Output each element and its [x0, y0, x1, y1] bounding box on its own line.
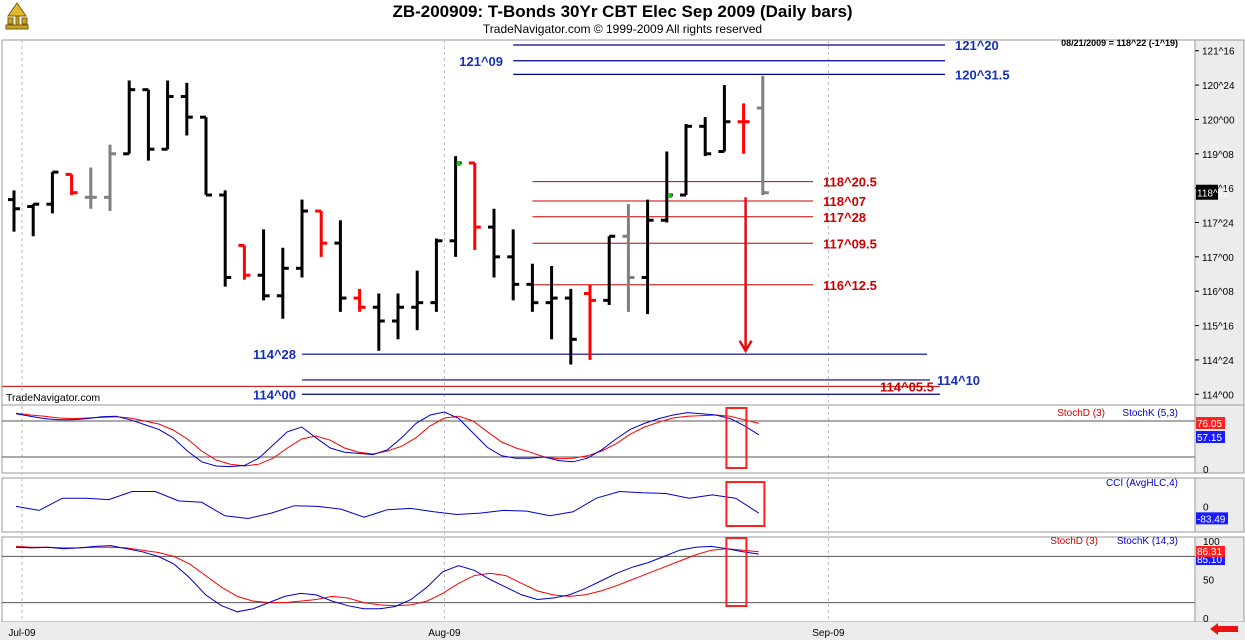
stoch2-d-title: StochD (3)	[1050, 536, 1098, 547]
x-tick-label: Jul-09	[8, 628, 36, 639]
y-tick-label: 119^08	[1202, 150, 1234, 161]
chart-title: ZB-200909: T-Bonds 30Yr CBT Elec Sep 200…	[392, 2, 853, 21]
stoch1-k-line	[15, 411, 760, 468]
time-axis-background	[0, 622, 1245, 640]
stoch1-k-value: 57.15	[1197, 433, 1222, 444]
y-tick-label: 120^00	[1202, 115, 1235, 126]
resistance-label: 121^09	[459, 54, 503, 69]
support-label: 114^00	[253, 387, 296, 402]
copyright-text: TradeNavigator.com © 1999-2009 All right…	[482, 22, 763, 36]
y-tick-label: 114^00	[1202, 390, 1234, 401]
cci-value: -83.49	[1197, 514, 1226, 525]
y-tick-label: 116^08	[1202, 287, 1234, 298]
red-level-label: 114^05.5	[880, 379, 934, 394]
fib-label: 117^28	[823, 210, 866, 225]
price-panel-axis-background	[1194, 39, 1245, 406]
fib-label: 118^07	[823, 194, 866, 209]
stoch2-d-value-box	[1196, 546, 1225, 557]
fib-label: 117^09.5	[823, 236, 877, 251]
fib-label: 118^20.5	[823, 175, 877, 190]
last-price-box	[1196, 184, 1218, 200]
fib-label: 116^12.5	[823, 278, 877, 293]
stoch1-highlight-box	[725, 407, 748, 469]
tradenavigator-logo-icon	[5, 2, 29, 30]
cci-panel-background	[1, 477, 1196, 533]
stoch2-y-label: 100	[1203, 537, 1220, 548]
stoch1-k-value-box	[1196, 431, 1225, 443]
cci-line	[15, 490, 760, 520]
y-tick-label: 118^16	[1202, 184, 1234, 195]
stoch1-d-value: 76.05	[1197, 419, 1222, 430]
stoch1-k-title: StochK (5,3)	[1122, 408, 1178, 419]
stoch1-d-value-box	[1196, 417, 1225, 429]
x-tick-label: Sep-09	[812, 628, 845, 639]
resistance-label: 121^20	[955, 38, 999, 53]
y-tick-label: 117^24	[1202, 219, 1234, 230]
last-price-info: 08/21/2009 = 118^22 (-1^19)	[1061, 38, 1178, 48]
stoch1-d-line	[15, 412, 759, 467]
stoch2-k-title: StochK (14,3)	[1117, 536, 1178, 547]
cci-highlight-box	[725, 481, 766, 527]
level-lines-layer: 121^20 121^09 120^31.5 118^20.5 118^07117^28…	[2, 38, 1010, 402]
indicator-layer: StochD (3) StochK (5,3) 76.05 57.15 0 CCI (Av…	[2, 408, 1228, 625]
green-signal-mark	[456, 160, 461, 166]
stoch1-y-label: 0	[1203, 465, 1209, 476]
y-tick-label: 115^16	[1202, 322, 1234, 333]
text-layer: 08/21/2009 = 118^22 (-1^19) TradeNavigat…	[6, 38, 1178, 404]
watermark-text: TradeNavigator.com	[6, 392, 100, 404]
stoch2-k-line	[15, 545, 759, 613]
support-label: 114^28	[253, 347, 296, 362]
y-tick-label: 121^16	[1202, 47, 1235, 58]
stoch1-d-title: StochD (3)	[1057, 408, 1105, 419]
chart-header: ZB-200909: T-Bonds 30Yr CBT Elec Sep 200…	[0, 0, 1245, 40]
stoch1-panel-background	[1, 404, 1196, 474]
annotation-layer: 118^22	[725, 184, 1238, 635]
y-tick-label: 117^00	[1202, 253, 1234, 264]
cci-title: CCI (AvgHLC,4)	[1106, 478, 1178, 489]
stoch2-k-value: 85.10	[1197, 555, 1222, 566]
stoch2-panel-background	[1, 536, 1196, 623]
cci-y-label: 0	[1203, 502, 1209, 513]
y-tick-label: 120^24	[1202, 81, 1235, 92]
y-tick-label: 114^24	[1202, 356, 1234, 367]
grid-layer: Jul-09 Aug-09 Sep-09 121^16 120^24 120^00 119^…	[8, 40, 1235, 639]
stoch2-y-label: 50	[1203, 576, 1215, 587]
x-tick-label: Aug-09	[428, 628, 461, 639]
price-panel-background	[1, 39, 1196, 406]
stoch2-y-label: 0	[1203, 614, 1209, 625]
stoch2-d-line	[15, 545, 759, 607]
price-bars-layer	[8, 75, 769, 365]
last-price-label: 118^22	[1197, 189, 1229, 200]
green-signal-mark	[667, 193, 672, 199]
stoch2-d-value: 86.31	[1197, 547, 1222, 558]
scroll-left-arrow-icon	[1210, 623, 1238, 635]
support-label: 114^10	[937, 373, 980, 388]
cci-value-box	[1196, 512, 1228, 525]
stoch2-highlight-box	[725, 537, 748, 607]
resistance-label: 120^31.5	[955, 67, 1010, 82]
downtrend-arrow-head	[738, 340, 753, 354]
